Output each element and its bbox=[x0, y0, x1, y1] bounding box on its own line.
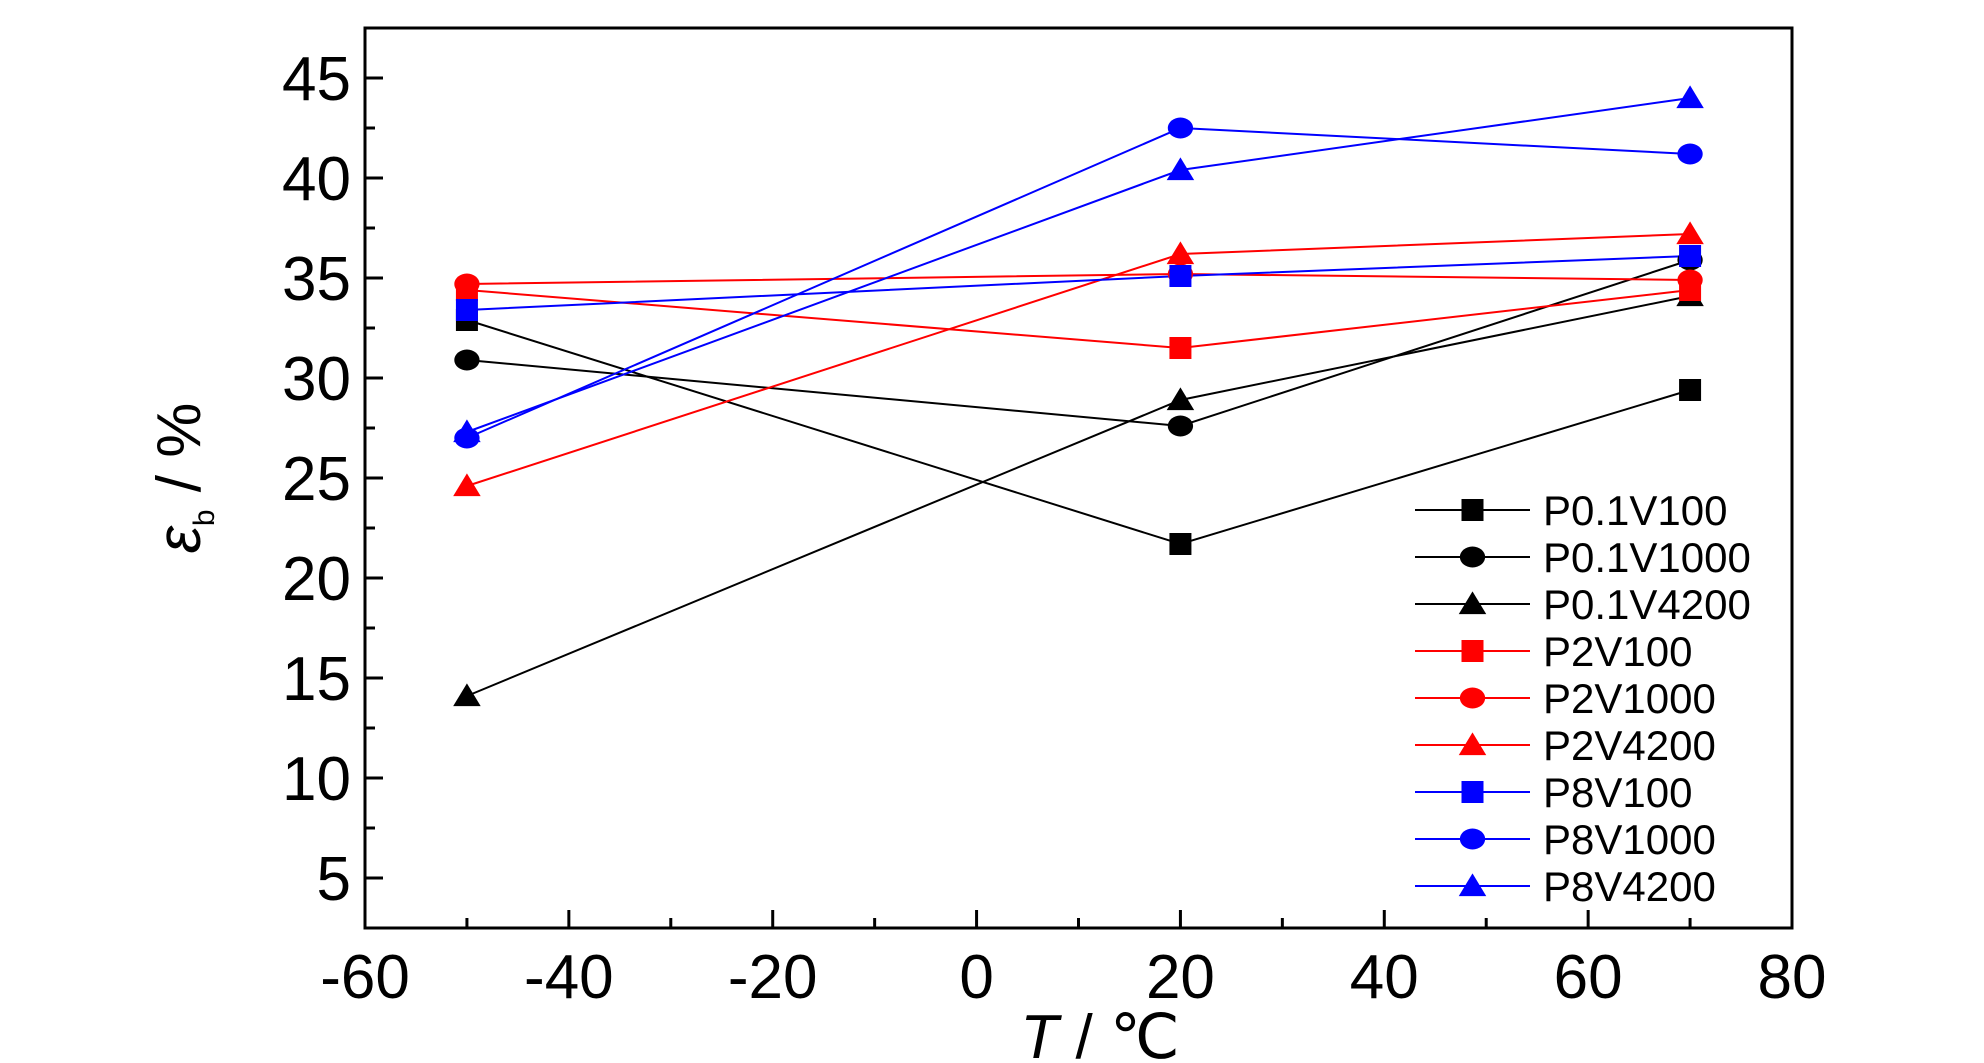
y-tick-label: 25 bbox=[282, 445, 351, 514]
legend-marker bbox=[1459, 546, 1486, 568]
legend-label: P8V100 bbox=[1543, 769, 1692, 816]
legend-marker bbox=[1461, 499, 1484, 521]
x-tick-label: 20 bbox=[1146, 943, 1215, 1012]
series-line bbox=[466, 272, 1691, 285]
data-point bbox=[1169, 337, 1192, 359]
data-point bbox=[1169, 533, 1192, 555]
series-line bbox=[466, 295, 1691, 697]
y-tick-label: 10 bbox=[282, 745, 351, 814]
legend: P0.1V100P0.1V1000P0.1V4200P2V100P2V1000P… bbox=[1415, 487, 1751, 910]
x-axis-title: T / ℃ bbox=[1020, 1003, 1179, 1063]
data-point bbox=[453, 683, 481, 707]
y-axis-title-subscript: b bbox=[188, 509, 221, 526]
data-point bbox=[1679, 245, 1702, 267]
legend-label: P2V1000 bbox=[1543, 675, 1716, 722]
x-tick-label: -40 bbox=[524, 943, 614, 1012]
y-tick-label: 20 bbox=[282, 545, 351, 614]
data-point bbox=[455, 299, 478, 321]
y-axis-ticks: 5 10 15 20 25 30 35 40 45 bbox=[282, 26, 383, 930]
legend-label: P8V1000 bbox=[1543, 816, 1716, 863]
x-axis-title-symbol: T bbox=[1020, 1003, 1062, 1063]
y-tick-label: 45 bbox=[282, 45, 351, 114]
legend-label: P0.1V1000 bbox=[1543, 534, 1751, 581]
data-point bbox=[1166, 241, 1195, 265]
legend-label: P2V4200 bbox=[1543, 722, 1716, 769]
legend-label: P0.1V100 bbox=[1543, 487, 1728, 534]
y-tick-label: 15 bbox=[282, 645, 351, 714]
data-point bbox=[1677, 143, 1703, 165]
x-axis-title-unit: / ℃ bbox=[1058, 1003, 1179, 1063]
x-axis-ticks: -60 -40 -20 0 20 40 60 80 bbox=[320, 910, 1826, 1012]
y-tick-label: 35 bbox=[282, 245, 351, 314]
data-point bbox=[1167, 415, 1194, 437]
legend-marker bbox=[1459, 828, 1486, 850]
data-point bbox=[1676, 221, 1704, 245]
x-tick-label: -60 bbox=[320, 943, 410, 1012]
series-markers bbox=[453, 85, 1704, 707]
data-point bbox=[453, 419, 481, 443]
data-point bbox=[1677, 269, 1703, 291]
x-tick-label: 60 bbox=[1554, 943, 1623, 1012]
legend-label: P8V4200 bbox=[1543, 863, 1716, 910]
data-point bbox=[1167, 117, 1194, 139]
series-line bbox=[466, 126, 1691, 439]
y-axis-title: εb / % bbox=[145, 403, 221, 554]
data-point bbox=[454, 349, 480, 371]
x-tick-label: 0 bbox=[959, 943, 993, 1012]
series-line bbox=[466, 233, 1691, 487]
series-line bbox=[466, 97, 1691, 433]
legend-label: P0.1V4200 bbox=[1543, 581, 1751, 628]
data-point bbox=[454, 273, 480, 295]
series-line bbox=[466, 259, 1691, 428]
data-point bbox=[1169, 265, 1192, 287]
y-axis-title-unit: / % bbox=[145, 403, 214, 510]
legend-marker bbox=[1461, 781, 1484, 803]
data-point bbox=[1166, 157, 1195, 181]
y-tick-label: 40 bbox=[282, 145, 351, 214]
series-line bbox=[466, 255, 1691, 311]
legend-marker bbox=[1458, 591, 1487, 615]
legend-label: P2V100 bbox=[1543, 628, 1692, 675]
series-lines bbox=[466, 97, 1691, 697]
x-tick-label: -20 bbox=[728, 943, 818, 1012]
x-tick-label: 80 bbox=[1758, 943, 1827, 1012]
data-point bbox=[453, 473, 481, 497]
y-tick-label: 30 bbox=[282, 345, 351, 414]
data-point bbox=[1679, 379, 1702, 401]
y-axis-title-symbol: ε bbox=[145, 525, 214, 553]
legend-marker bbox=[1458, 873, 1487, 897]
legend-marker bbox=[1458, 732, 1487, 756]
legend-marker bbox=[1461, 640, 1484, 662]
legend-marker bbox=[1459, 687, 1486, 709]
data-point bbox=[1676, 85, 1704, 109]
x-tick-label: 40 bbox=[1350, 943, 1419, 1012]
data-point bbox=[1166, 387, 1195, 411]
y-tick-label: 5 bbox=[317, 845, 351, 914]
